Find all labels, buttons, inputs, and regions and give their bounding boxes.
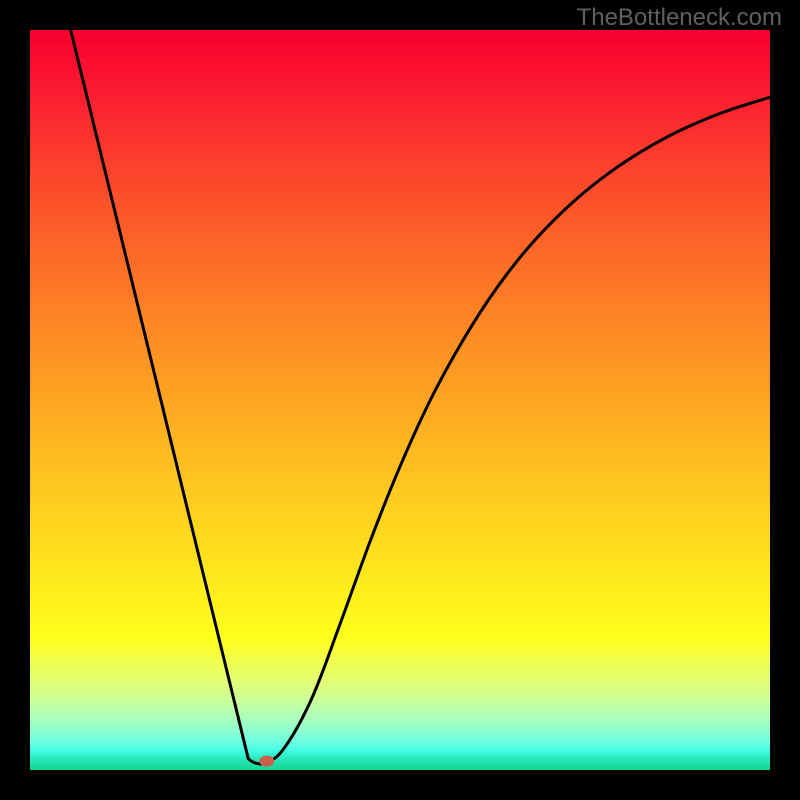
plot-area	[30, 30, 770, 770]
optimal-point-marker	[260, 756, 274, 766]
curve-layer	[30, 30, 770, 770]
chart-canvas: TheBottleneck.com	[0, 0, 800, 800]
watermark-text: TheBottleneck.com	[577, 4, 782, 32]
bottleneck-curve	[71, 30, 770, 764]
